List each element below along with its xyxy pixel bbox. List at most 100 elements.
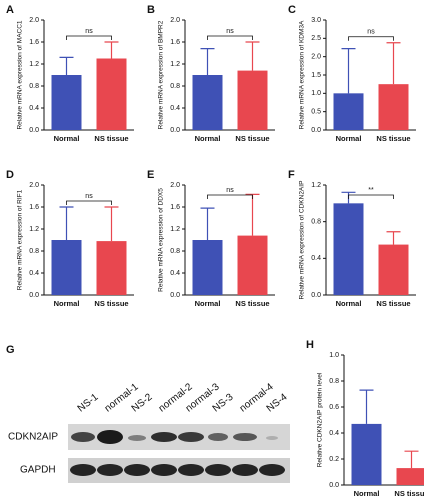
y-tick-label: 1.2 xyxy=(170,226,180,233)
y-axis-label: Relative CDKN2AIP protein level xyxy=(317,372,324,467)
y-tick-label: 2.0 xyxy=(170,17,180,24)
y-tick-label: 0.0 xyxy=(29,292,39,299)
y-tick-label: 0.8 xyxy=(311,219,321,226)
x-tick-label: Normal xyxy=(54,134,80,143)
error-bar xyxy=(386,231,401,245)
y-tick-label: 0.2 xyxy=(329,456,339,463)
panel-letter: A xyxy=(6,4,14,16)
error-bar xyxy=(200,207,215,240)
error-bar xyxy=(200,48,215,75)
bar xyxy=(333,203,364,295)
y-tick-label: 0.4 xyxy=(29,105,39,112)
bar xyxy=(51,240,82,295)
error-bar xyxy=(359,389,374,424)
y-tick-label: 0.4 xyxy=(170,105,180,112)
x-tick-label: Normal xyxy=(195,134,221,143)
y-tick-label: 2.0 xyxy=(29,17,39,24)
x-tick-label: Normal xyxy=(54,299,80,308)
y-axis-label: Relative mRNA expression of CDKN2AIP xyxy=(299,181,306,300)
x-tick-label: NS tissue xyxy=(376,299,410,308)
x-tick-label: Normal xyxy=(354,489,380,498)
y-tick-label: 1.2 xyxy=(311,182,321,189)
significance-bracket xyxy=(207,35,253,40)
x-tick-label: NS tissue xyxy=(235,134,269,143)
y-axis-label: Relative mRNA expression of MACC1 xyxy=(17,20,24,129)
bar xyxy=(396,468,424,485)
panel-letter: B xyxy=(147,4,155,16)
bar xyxy=(378,244,409,295)
panel-letter: D xyxy=(6,169,14,181)
significance-label: ** xyxy=(368,187,374,194)
y-tick-label: 3.0 xyxy=(311,17,321,24)
error-bar xyxy=(245,41,260,71)
row-label: CDKN2AIP xyxy=(8,432,58,443)
x-tick-label: Normal xyxy=(336,134,362,143)
y-tick-label: 0.5 xyxy=(311,109,321,116)
error-bar xyxy=(59,206,74,240)
row-label: GAPDH xyxy=(20,465,56,476)
error-bar xyxy=(404,450,419,469)
x-tick-label: NS tissue xyxy=(235,299,269,308)
panel-letter: G xyxy=(6,344,15,356)
y-tick-label: 2.0 xyxy=(170,182,180,189)
significance-label: ns xyxy=(226,187,234,194)
x-tick-label: NS tissue xyxy=(94,299,128,308)
y-tick-label: 0.4 xyxy=(329,430,339,437)
y-tick-label: 1.0 xyxy=(311,90,321,97)
y-tick-label: 1.5 xyxy=(311,72,321,79)
y-tick-label: 0.0 xyxy=(170,127,180,134)
y-tick-label: 0.0 xyxy=(29,127,39,134)
y-tick-label: 1.0 xyxy=(329,352,339,359)
y-tick-label: 1.6 xyxy=(170,204,180,211)
panel-letter: H xyxy=(306,339,314,351)
significance-bracket xyxy=(348,194,394,199)
y-tick-label: 0.8 xyxy=(170,83,180,90)
y-axis-label: Relative mRNA expression of BMPR2 xyxy=(158,20,165,129)
y-tick-label: 0.8 xyxy=(170,248,180,255)
protein-bands xyxy=(70,430,285,476)
significance-bracket xyxy=(66,35,112,40)
y-tick-label: 0.0 xyxy=(311,127,321,134)
error-bar xyxy=(245,193,260,236)
y-tick-label: 2.0 xyxy=(29,182,39,189)
y-tick-label: 1.6 xyxy=(170,39,180,46)
bar xyxy=(351,423,382,485)
panel-letter: E xyxy=(147,169,154,181)
error-bar xyxy=(386,42,401,85)
bar xyxy=(333,93,364,130)
x-tick-label: NS tissue xyxy=(376,134,410,143)
y-axis-label: Relative mRNA expression of DDX5 xyxy=(158,188,165,292)
error-bar xyxy=(104,41,119,59)
x-tick-label: NS tissue xyxy=(394,489,424,498)
y-tick-label: 1.2 xyxy=(29,61,39,68)
y-tick-label: 0.0 xyxy=(329,482,339,489)
y-tick-label: 0.0 xyxy=(311,292,321,299)
error-bar xyxy=(104,206,119,242)
bar xyxy=(237,70,268,130)
significance-bracket xyxy=(207,194,253,199)
y-tick-label: 0.4 xyxy=(311,255,321,262)
significance-label: ns xyxy=(226,28,234,35)
y-tick-label: 2.0 xyxy=(311,54,321,61)
significance-label: ns xyxy=(367,29,375,36)
bar xyxy=(96,58,127,130)
y-tick-label: 1.6 xyxy=(29,204,39,211)
y-axis-label: Relative mRNA expression of KDM3A xyxy=(299,20,306,129)
y-tick-label: 1.6 xyxy=(29,39,39,46)
bar xyxy=(378,84,409,130)
panel-letter: F xyxy=(288,169,295,181)
bar xyxy=(192,75,223,130)
y-tick-label: 2.5 xyxy=(311,35,321,42)
y-tick-label: 0.8 xyxy=(29,248,39,255)
y-tick-label: 0.6 xyxy=(329,404,339,411)
x-tick-label: Normal xyxy=(336,299,362,308)
error-bar xyxy=(59,56,74,75)
significance-label: ns xyxy=(85,193,93,200)
y-tick-label: 0.8 xyxy=(29,83,39,90)
bar xyxy=(51,75,82,130)
x-tick-label: Normal xyxy=(195,299,221,308)
y-tick-label: 0.8 xyxy=(329,378,339,385)
y-tick-label: 1.2 xyxy=(29,226,39,233)
lane-label: NS-1 xyxy=(76,391,101,414)
